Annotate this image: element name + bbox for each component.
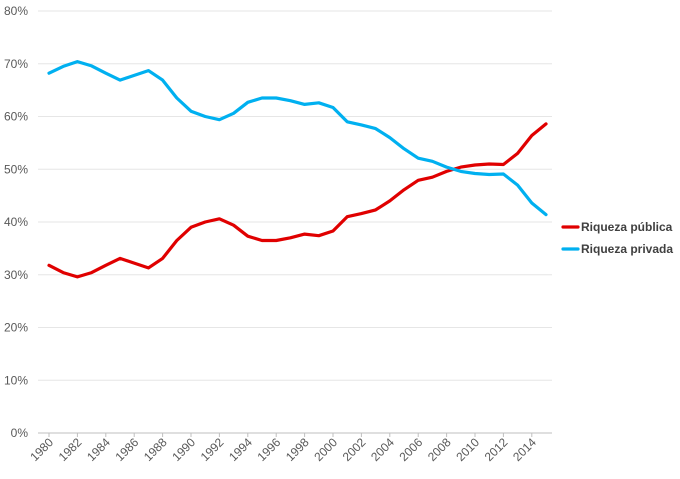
x-tick-label: 2006 <box>397 435 426 464</box>
x-axis-ticks: 1980 1982 1984 1986 1988 1990 1992 1994 1996 1998… <box>27 433 539 464</box>
series-line-0 <box>47 122 548 279</box>
x-tick-label: 2008 <box>425 435 454 464</box>
x-tick-label: 1994 <box>226 435 255 464</box>
y-tick-label: 50% <box>4 162 28 176</box>
y-tick-label: 0% <box>11 426 29 440</box>
x-tick-label: 1992 <box>198 435 227 464</box>
x-tick-label: 1988 <box>141 435 170 464</box>
y-tick-label: 10% <box>4 373 28 387</box>
y-tick-label: 30% <box>4 268 28 282</box>
legend: Riqueza pública Riqueza privada <box>561 220 673 256</box>
y-tick-label: 40% <box>4 215 28 229</box>
x-tick-label: 1996 <box>255 435 284 464</box>
x-tick-label: 1998 <box>283 435 312 464</box>
y-tick-label: 70% <box>4 57 28 71</box>
legend-label: Riqueza privada <box>581 242 673 256</box>
x-tick-label: 2002 <box>340 435 369 464</box>
x-tick-label: 1984 <box>84 435 113 464</box>
legend-label: Riqueza pública <box>581 220 673 234</box>
x-tick-label: 2014 <box>510 435 539 464</box>
gridlines <box>38 10 552 434</box>
x-tick-label: 2004 <box>368 435 397 464</box>
x-tick-label: 1990 <box>169 435 198 464</box>
x-tick-label: 1982 <box>56 435 85 464</box>
x-tick-label: 2012 <box>482 435 511 464</box>
y-tick-label: 80% <box>4 4 28 18</box>
x-tick-label: 1980 <box>27 435 56 464</box>
y-tick-label: 60% <box>4 110 28 124</box>
y-axis-ticks: 0% 10% 20% 30% 40% 50% 60% 70% 80% <box>4 4 28 440</box>
series-lines <box>47 59 548 279</box>
x-tick-label: 2000 <box>311 435 340 464</box>
y-tick-label: 20% <box>4 321 28 335</box>
x-tick-label: 2010 <box>453 435 482 464</box>
series-line-1 <box>47 59 548 217</box>
x-tick-label: 1986 <box>113 435 142 464</box>
